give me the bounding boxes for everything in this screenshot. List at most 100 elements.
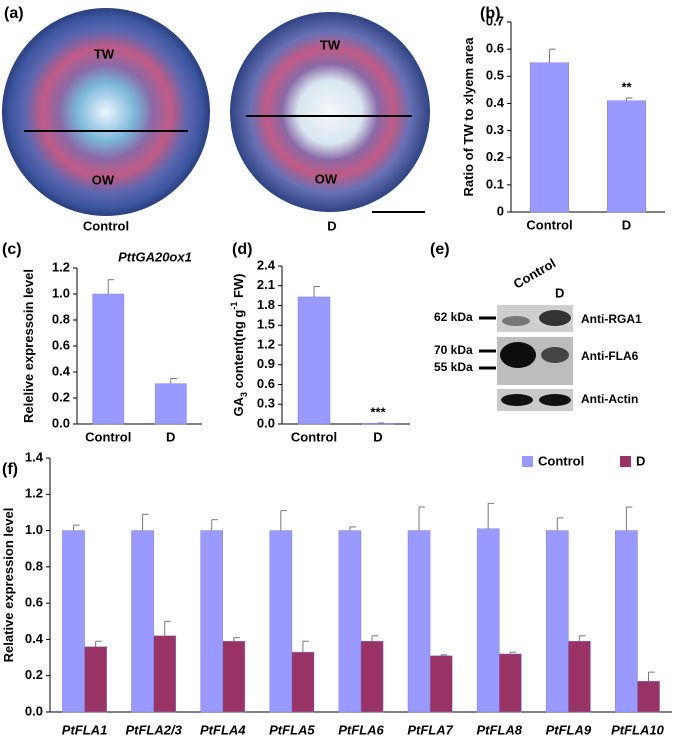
x-tick-label: D <box>166 429 175 444</box>
y-axis-label: Relelive expressoin level <box>21 269 36 423</box>
bar <box>498 653 522 713</box>
y-tick-label: 0.4 <box>52 363 71 378</box>
y-tick-label: 0.6 <box>257 376 275 391</box>
x-tick-label: PtFLA10 <box>611 722 665 737</box>
y-tick-label: 0.0 <box>52 415 70 430</box>
x-tick-label: PtFLA4 <box>200 722 246 737</box>
x-tick-label: PtFLA5 <box>269 722 315 737</box>
y-tick-label: 0.6 <box>52 337 70 352</box>
y-tick-label: 1.8 <box>257 297 275 312</box>
y-axis-label-part: Relelive expressoin level <box>21 269 36 423</box>
panel-label: (c) <box>2 241 22 258</box>
annotation: *** <box>370 404 386 419</box>
legend-label: Control <box>538 453 584 468</box>
y-axis-label: Ratio of TW to xlyem area <box>461 37 476 197</box>
region-label: TW <box>320 37 341 52</box>
marker-label: 55 kDa <box>434 360 473 374</box>
band <box>541 347 569 363</box>
sample-label: Control <box>83 218 129 233</box>
y-tick-label: 0.4 <box>25 631 44 646</box>
lane-label: Control <box>511 255 559 291</box>
y-tick-label: 0.6 <box>25 595 43 610</box>
y-axis-label-part: -1 <box>229 302 239 310</box>
bar <box>476 528 500 713</box>
band <box>501 394 533 406</box>
y-tick-label: 0.1 <box>486 176 504 191</box>
y-tick-label: 1.4 <box>25 449 44 464</box>
sample-label: D <box>327 218 336 233</box>
x-tick-label: PtFLA8 <box>476 722 522 737</box>
y-tick-label: 2.4 <box>257 257 276 272</box>
legend-swatch <box>522 456 533 467</box>
y-tick-label: 0.9 <box>257 356 275 371</box>
y-axis-label-part: FW) <box>231 273 246 301</box>
bar <box>297 296 331 425</box>
x-tick-label: D <box>622 217 631 232</box>
image-panel: (a) TW OW TW OW Control D <box>2 5 430 233</box>
y-axis-label: GA3 content(ng g-1 FW) <box>229 273 249 416</box>
bar <box>607 100 646 213</box>
region-label: OW <box>92 172 115 187</box>
y-tick-label: 1.0 <box>25 522 43 537</box>
bar <box>154 383 187 425</box>
y-axis-label-part: content(ng g <box>231 310 246 392</box>
legend-swatch <box>620 456 631 467</box>
panel-label: (b) <box>480 5 500 22</box>
y-tick-label: 0.6 <box>486 41 504 56</box>
band <box>502 316 530 326</box>
x-tick-label: Control <box>291 429 337 444</box>
x-tick-label: D <box>373 429 382 444</box>
panel-label: (e) <box>430 241 450 258</box>
bar <box>568 640 591 713</box>
bar <box>92 293 125 425</box>
x-tick-label: PtFLA6 <box>338 722 384 737</box>
y-tick-label: 0.2 <box>52 389 70 404</box>
bar <box>429 655 453 713</box>
y-tick-label: 0.8 <box>52 311 70 326</box>
y-tick-label: 1.2 <box>25 486 43 501</box>
x-tick-label: PtFLA7 <box>407 722 453 737</box>
y-axis-label-part: Ratio of TW to xlyem area <box>461 37 476 197</box>
x-tick-label: Control <box>85 429 131 444</box>
annotation: ** <box>621 79 632 94</box>
y-tick-label: 0.2 <box>486 149 504 164</box>
region-label: OW <box>315 171 338 186</box>
region-label: TW <box>94 46 115 61</box>
bar <box>545 530 569 713</box>
y-tick-label: 0.3 <box>257 396 275 411</box>
antibody-label: Anti-Actin <box>581 392 638 406</box>
y-tick-label: 0 <box>497 203 504 218</box>
stem-section <box>2 8 210 216</box>
y-axis-label-part: 3 <box>239 392 249 397</box>
x-tick-label: PtFLA1 <box>62 722 108 737</box>
bar <box>62 530 85 713</box>
bar <box>222 640 246 713</box>
bar <box>530 62 569 213</box>
bar <box>338 530 362 713</box>
x-tick-label: PtFLA9 <box>546 722 592 737</box>
panel-label: (a) <box>4 5 24 22</box>
marker-label: 70 kDa <box>434 343 473 357</box>
stem-section <box>230 12 430 212</box>
y-axis-label-part: GA <box>231 396 246 416</box>
y-tick-label: 0.4 <box>486 95 505 110</box>
bar <box>615 530 638 713</box>
x-tick-label: Control <box>526 217 572 232</box>
y-tick-label: 0.0 <box>25 703 43 718</box>
antibody-label: Anti-RGA1 <box>581 312 642 326</box>
antibody-label: Anti-FLA6 <box>581 349 639 363</box>
marker-label: 62 kDa <box>434 310 473 324</box>
panel-label: (d) <box>232 241 252 258</box>
blot-panel: (e) Control D 62 kDa 70 kDa 55 kDa Anti-… <box>430 241 642 411</box>
chart-title: PttGA20ox1 <box>118 249 192 264</box>
band <box>500 342 536 368</box>
bar <box>407 530 431 713</box>
y-tick-label: 0.0 <box>257 415 275 430</box>
y-tick-label: 0.7 <box>486 13 504 28</box>
bar <box>131 530 154 713</box>
bar <box>84 646 107 713</box>
band <box>539 310 571 326</box>
bar <box>200 530 224 713</box>
x-tick-label: PtFLA2/3 <box>125 722 182 737</box>
